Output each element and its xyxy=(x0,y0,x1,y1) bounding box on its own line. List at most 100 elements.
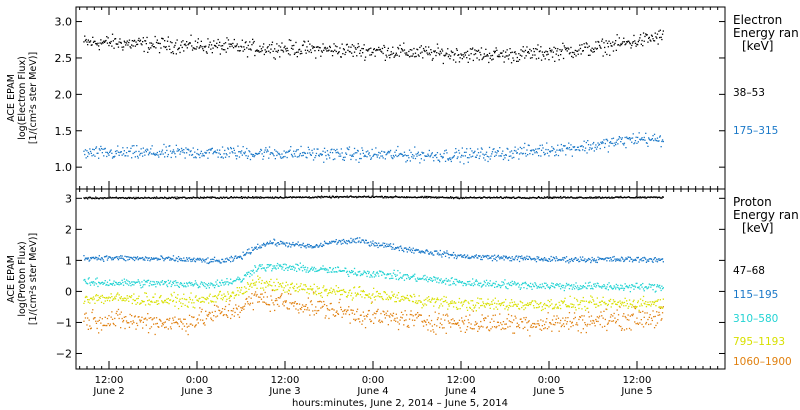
data-point xyxy=(112,156,114,158)
data-point xyxy=(426,249,428,251)
data-point xyxy=(617,301,619,304)
data-point xyxy=(348,196,350,198)
data-point xyxy=(338,196,340,198)
data-point xyxy=(99,283,101,285)
data-point xyxy=(587,307,589,309)
data-point xyxy=(504,157,506,159)
data-point xyxy=(84,300,86,302)
data-point xyxy=(208,295,210,297)
data-point xyxy=(132,197,134,199)
data-point xyxy=(172,281,174,283)
data-point xyxy=(128,258,131,260)
data-point xyxy=(127,297,129,299)
y-tick-label: 0 xyxy=(65,285,72,298)
data-point xyxy=(173,280,175,282)
data-point xyxy=(240,197,242,199)
data-point xyxy=(172,149,175,151)
data-point xyxy=(323,268,325,270)
data-point xyxy=(111,296,113,298)
data-point xyxy=(467,161,469,163)
data-point xyxy=(518,260,521,263)
data-point xyxy=(148,152,150,154)
data-point xyxy=(95,283,98,285)
data-point xyxy=(425,304,428,306)
data-point xyxy=(532,196,534,199)
data-point xyxy=(253,272,255,274)
data-point xyxy=(185,197,187,200)
data-point xyxy=(342,158,344,161)
data-point xyxy=(111,152,113,154)
data-point xyxy=(498,54,500,56)
data-point xyxy=(548,59,550,61)
data-point xyxy=(117,259,120,261)
data-point xyxy=(257,267,260,269)
data-point xyxy=(263,267,265,269)
data-point xyxy=(173,197,175,199)
data-point xyxy=(199,152,202,155)
data-point xyxy=(407,196,409,198)
data-point xyxy=(270,242,272,245)
data-point xyxy=(122,281,124,284)
data-point xyxy=(169,299,171,301)
data-point xyxy=(360,273,362,275)
data-point xyxy=(648,304,650,306)
data-point xyxy=(535,285,538,287)
data-point xyxy=(623,196,625,199)
data-point xyxy=(101,281,103,283)
data-point xyxy=(307,271,309,273)
data-point xyxy=(125,299,128,301)
data-point xyxy=(612,50,615,52)
data-point xyxy=(322,150,324,152)
data-point xyxy=(628,284,631,287)
data-point xyxy=(248,271,250,273)
data-point xyxy=(448,284,450,286)
data-point xyxy=(574,197,576,199)
data-point xyxy=(244,196,246,198)
data-point xyxy=(325,242,327,245)
data-point xyxy=(122,46,125,48)
data-point xyxy=(148,48,150,50)
data-point xyxy=(381,47,384,50)
data-point xyxy=(479,51,481,54)
data-point xyxy=(101,152,103,154)
data-point xyxy=(202,300,204,303)
data-point xyxy=(654,257,656,259)
data-point xyxy=(207,157,209,159)
data-point xyxy=(424,252,426,254)
data-point xyxy=(626,196,628,199)
data-point xyxy=(480,151,482,153)
data-point xyxy=(646,288,648,290)
data-point xyxy=(102,42,104,44)
data-point xyxy=(619,287,621,290)
y-axis-label: [1/(cm²s ster MeV)] xyxy=(28,233,39,325)
data-point xyxy=(406,297,408,299)
data-point xyxy=(268,265,271,267)
data-point xyxy=(400,153,403,155)
data-point xyxy=(406,294,408,297)
data-point xyxy=(516,196,518,199)
data-point xyxy=(140,148,142,150)
data-point xyxy=(123,150,125,152)
data-point xyxy=(392,295,395,297)
data-point xyxy=(155,153,158,156)
data-point xyxy=(182,196,184,198)
data-point xyxy=(402,196,404,198)
data-point xyxy=(179,153,181,155)
data-point xyxy=(287,269,289,271)
data-point xyxy=(450,158,452,161)
data-point xyxy=(162,153,164,155)
data-point xyxy=(466,281,469,283)
data-point xyxy=(598,196,601,198)
data-point xyxy=(483,256,485,258)
data-point xyxy=(96,259,98,261)
data-point xyxy=(238,277,241,279)
data-point xyxy=(280,157,282,159)
data-point xyxy=(465,196,467,198)
data-point xyxy=(382,242,384,244)
data-point xyxy=(490,196,492,199)
data-point xyxy=(117,257,119,259)
data-point xyxy=(246,249,249,251)
data-point xyxy=(302,196,304,199)
data-point xyxy=(595,41,597,43)
data-point xyxy=(455,148,457,150)
